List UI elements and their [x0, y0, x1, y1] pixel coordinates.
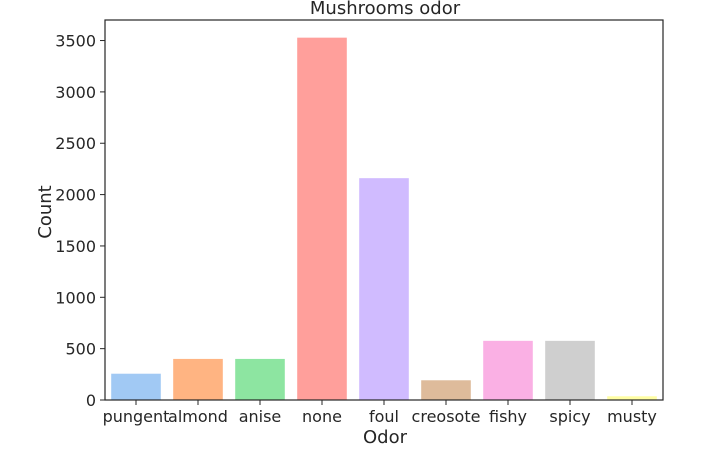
bar-foul — [359, 178, 409, 400]
bar-musty — [607, 396, 657, 400]
y-axis: 0 500 1000 1500 2000 2500 3000 3500 — [55, 32, 105, 410]
bars-group — [111, 37, 657, 401]
bar-pungent — [111, 373, 161, 400]
x-tick-label: pungent — [103, 407, 170, 426]
bar-anise — [235, 358, 285, 400]
x-axis-label: Odor — [363, 427, 408, 448]
y-tick-label: 3500 — [55, 32, 96, 51]
x-tick-label: anise — [239, 407, 282, 426]
x-tick-label: foul — [369, 407, 399, 426]
x-tick-label: spicy — [549, 407, 590, 426]
bar-none — [297, 37, 347, 401]
y-tick-label: 0 — [86, 391, 96, 410]
bar-fishy — [483, 340, 533, 400]
y-tick-label: 2000 — [55, 186, 96, 205]
bar-spicy — [545, 340, 595, 400]
y-tick-label: 1500 — [55, 237, 96, 256]
y-tick-label: 2500 — [55, 134, 96, 153]
chart-title: Mushrooms odor — [310, 0, 461, 19]
x-tick-label: almond — [168, 407, 228, 426]
y-tick-label: 1000 — [55, 288, 96, 307]
x-tick-label: creosote — [412, 407, 481, 426]
x-tick-label: musty — [607, 407, 657, 426]
bar-almond — [173, 358, 223, 400]
x-tick-label: fishy — [489, 407, 527, 426]
y-axis-label: Count — [35, 185, 56, 238]
y-tick-label: 500 — [65, 340, 96, 359]
bar-creosote — [421, 380, 471, 400]
x-tick-label: none — [302, 407, 342, 426]
y-tick-label: 3000 — [55, 83, 96, 102]
